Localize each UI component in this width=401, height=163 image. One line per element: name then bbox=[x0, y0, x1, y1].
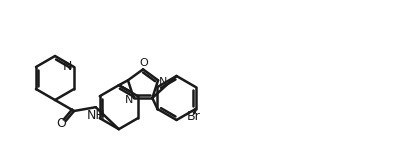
Text: O: O bbox=[57, 117, 66, 130]
Text: NH: NH bbox=[86, 109, 105, 122]
Text: N: N bbox=[158, 77, 167, 87]
Text: O: O bbox=[139, 58, 148, 68]
Text: Br: Br bbox=[186, 111, 200, 124]
Text: N: N bbox=[124, 95, 133, 105]
Text: N: N bbox=[62, 60, 71, 74]
